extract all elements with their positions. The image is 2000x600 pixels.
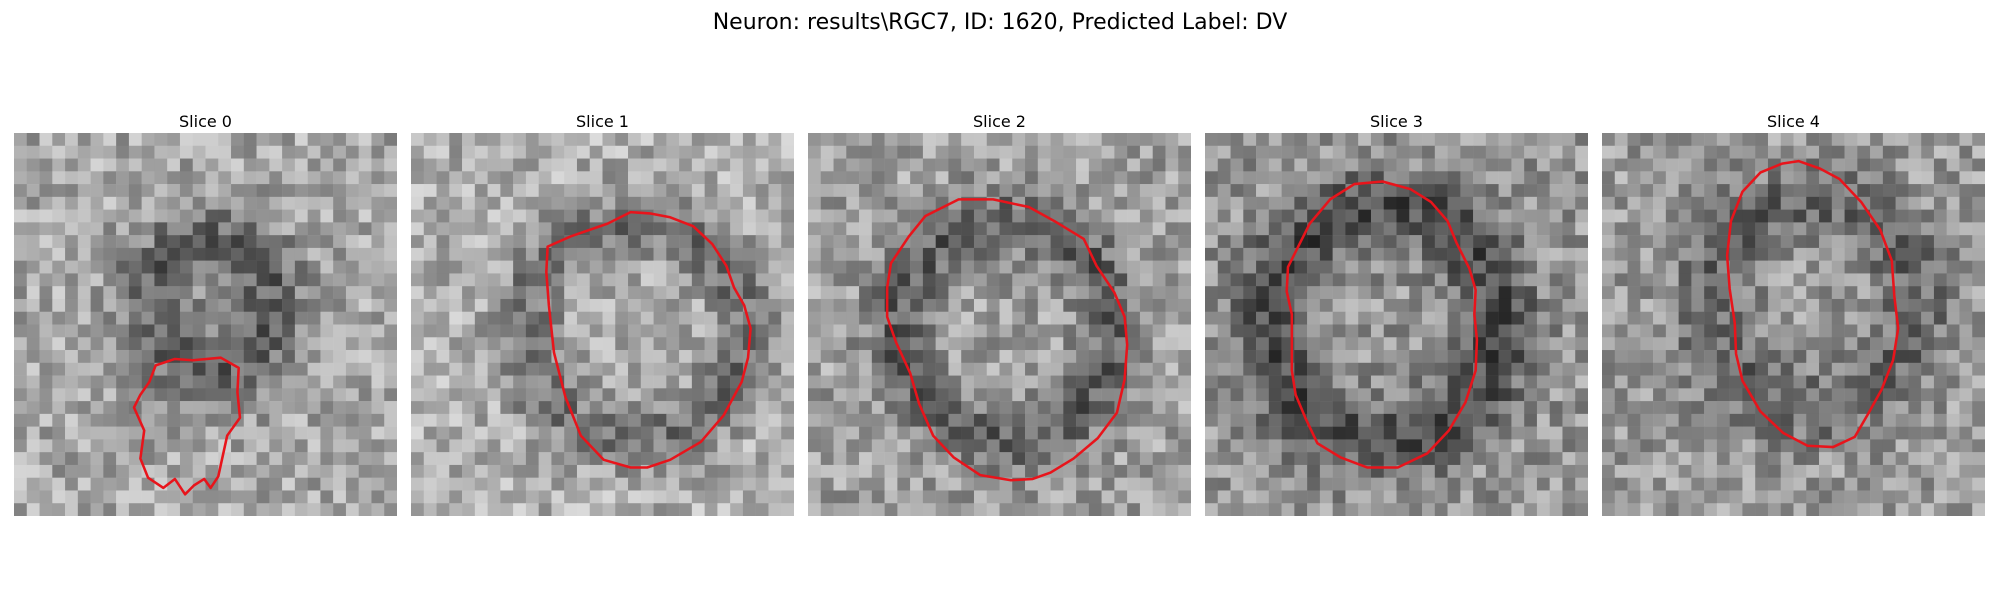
slice-2-title: Slice 2 [973, 112, 1026, 131]
roi-contour [1725, 159, 1900, 449]
roi-contour [545, 210, 752, 469]
slice-2-image [808, 133, 1191, 516]
slice-panel-2: Slice 2 [808, 111, 1191, 516]
slice-panel-3: Slice 3 [1205, 111, 1588, 516]
pixel-grid [1205, 133, 1588, 516]
slice-0-image [14, 133, 397, 516]
slice-3-image [1205, 133, 1588, 516]
slice-panel-0: Slice 0 [14, 111, 397, 516]
slice-1-title: Slice 1 [576, 112, 629, 131]
roi-contour [1285, 180, 1479, 469]
pixel-grid [808, 133, 1191, 516]
pixel-grid [1602, 133, 1985, 516]
slice-3-title: Slice 3 [1370, 112, 1423, 131]
slice-panel-1: Slice 1 [411, 111, 794, 516]
pixel-grid [14, 133, 397, 516]
roi-contour [132, 356, 242, 496]
slice-1-image [411, 133, 794, 516]
slice-panel-4: Slice 4 [1602, 111, 1985, 516]
slice-0-title: Slice 0 [179, 112, 232, 131]
pixel-grid [411, 133, 794, 516]
roi-contour [885, 198, 1129, 482]
figure-title: Neuron: results\RGC7, ID: 1620, Predicte… [712, 10, 1288, 35]
slice-4-image [1602, 133, 1985, 516]
slice-4-title: Slice 4 [1767, 112, 1820, 131]
